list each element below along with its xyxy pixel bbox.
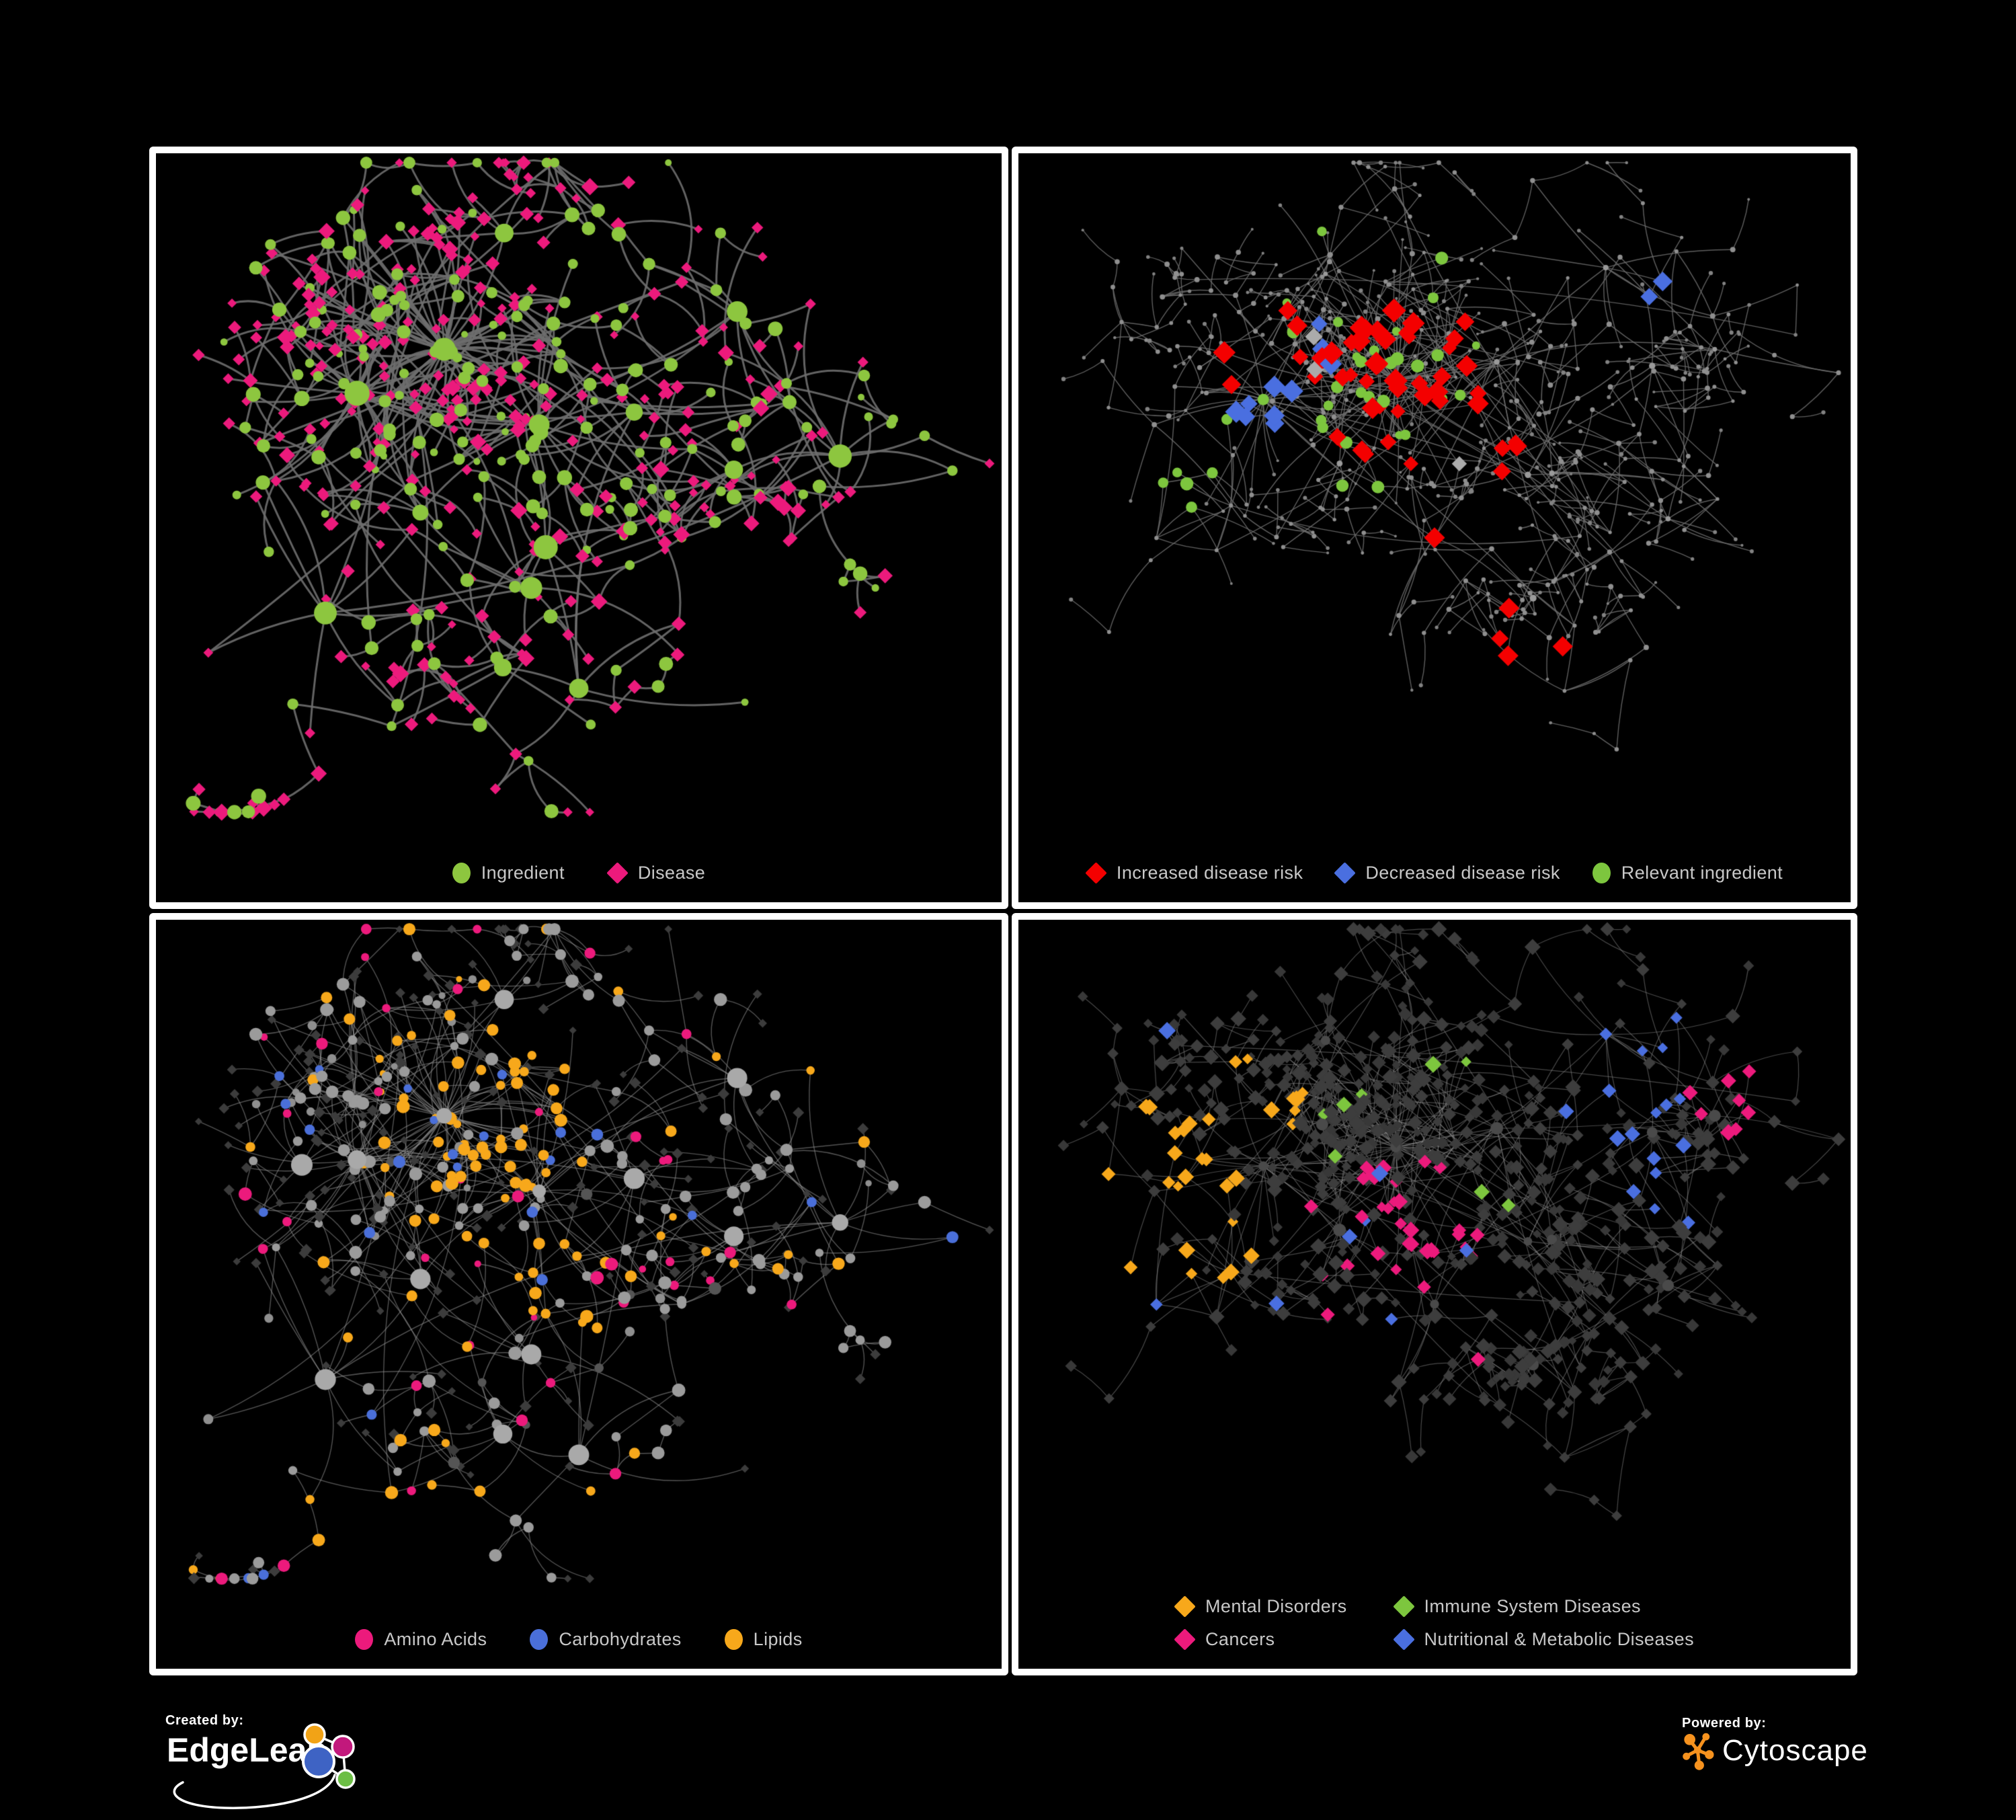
edgeleap-magenta-node (331, 1735, 355, 1759)
edgeleap-branding: Created by: EdgeLeap (165, 1713, 515, 1814)
cytoscape-branding: Powered by: Cytosc (1682, 1716, 1884, 1796)
created-by-label: Created by: (165, 1713, 244, 1728)
edgeleap-logo-text: EdgeLeap (167, 1731, 327, 1769)
disease-risk-network-canvas (1018, 153, 1851, 902)
ingredient-disease-network-canvas (156, 153, 1002, 902)
panel-disease-classes: Mental Disorders Immune System Diseases … (1012, 913, 1857, 1675)
cytoscape-logo-icon (1683, 1733, 1714, 1770)
panel-nutrient-classes: Amino Acids Carbohydrates Lipids (149, 913, 1008, 1675)
panel-ingredient-disease: Ingredient Disease (149, 147, 1008, 909)
cytoscape-logo-text: Cytoscape (1722, 1734, 1868, 1767)
edgeleap-green-node (335, 1769, 356, 1789)
disease-class-network-canvas (1018, 920, 1851, 1669)
panel-disease-risk: Increased disease risk Decreased disease… (1012, 147, 1857, 909)
nutrient-class-network-canvas (156, 920, 1002, 1669)
powered-by-label: Powered by: (1682, 1716, 1767, 1731)
